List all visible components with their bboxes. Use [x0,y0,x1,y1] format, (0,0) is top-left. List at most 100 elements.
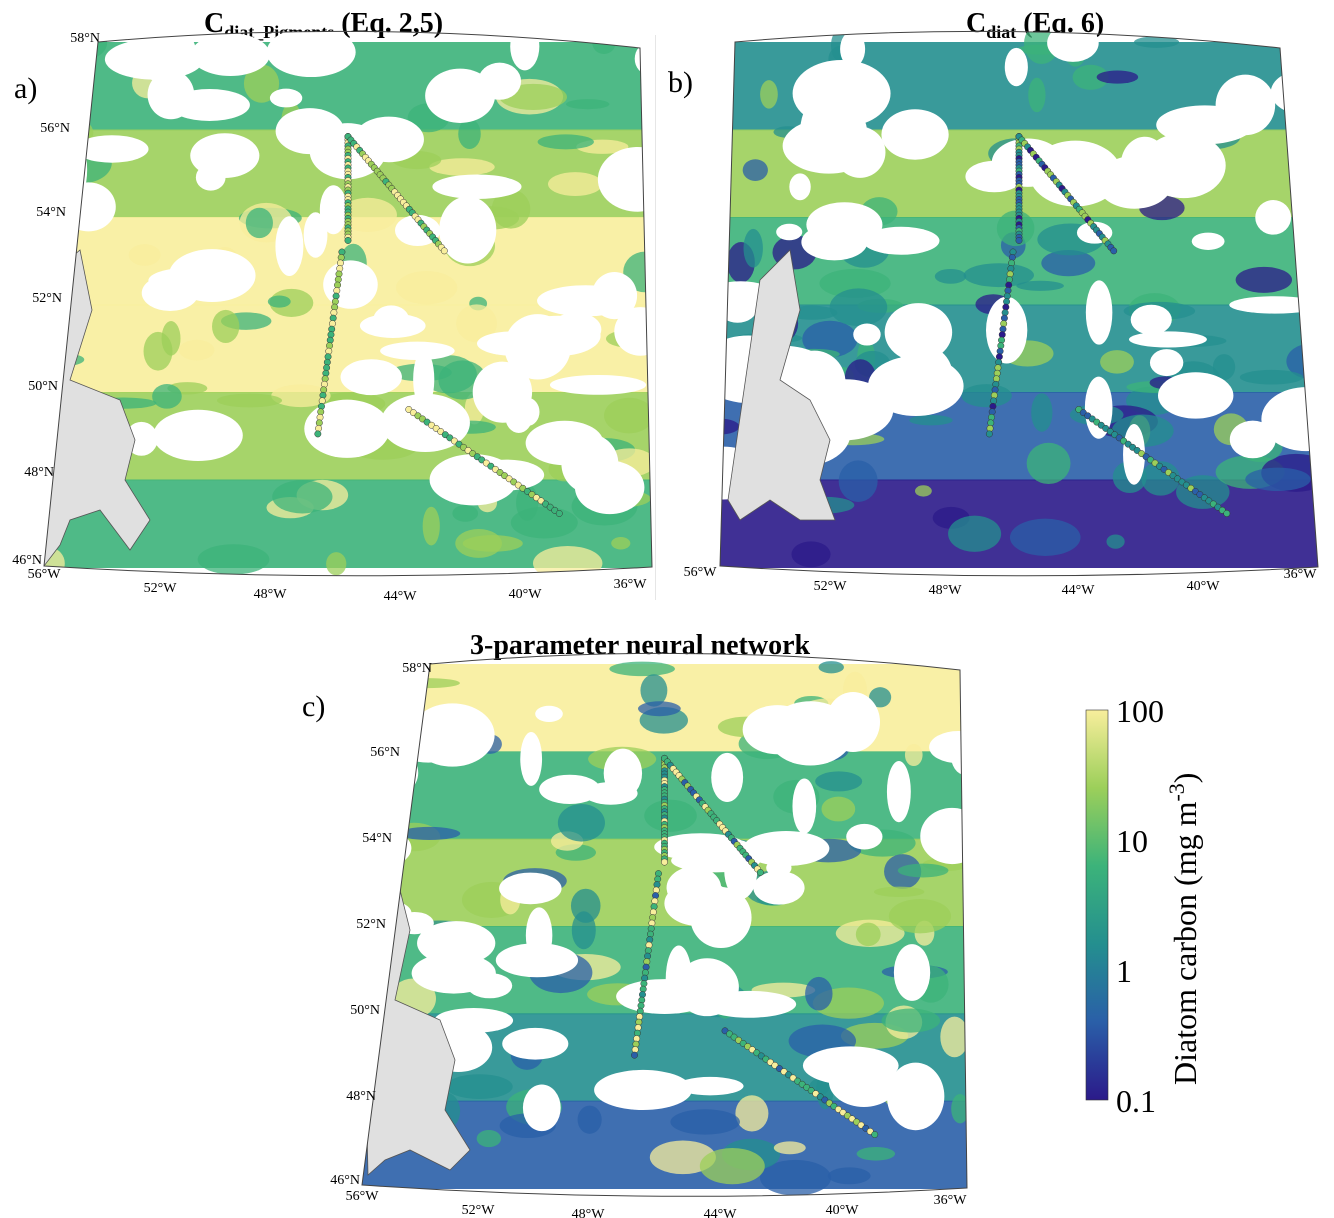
map-patch [338,197,397,232]
cloud-gap [950,732,967,775]
map-patch [773,1141,806,1155]
lon-label: 44°W [1062,583,1096,598]
map-patch [510,506,578,539]
map-patch [1031,393,1053,432]
land-mass [727,249,836,521]
panel-b-map: 56°W 52°W 48°W 44°W 40°W 36°W [684,30,1319,598]
map-patch [577,1105,602,1134]
cloud-gap [792,59,891,128]
panel-divider [655,35,656,600]
cloud-gap [432,174,522,199]
track-point [314,430,322,438]
cloud-gap [520,732,543,786]
map-patch [1026,442,1071,485]
map-patch [1100,350,1134,374]
lon-label: 44°W [384,589,418,604]
map-patch [743,228,763,268]
land-mass [44,249,151,568]
cloud-gap [401,742,456,763]
cloud-gap [1261,387,1318,452]
cloud-gap [303,212,328,258]
cloud-gap [886,761,911,823]
cloud-gap [502,1027,569,1060]
lat-label: 54°N [362,831,392,846]
colorbar-tick-100: 100 [1116,693,1164,729]
map-patch [44,348,60,383]
map-patch [326,552,347,576]
cloud-gap [505,401,533,433]
map-patch [670,1109,741,1135]
cloud-gap [751,717,776,747]
cloud-gap [1047,31,1099,62]
lon-label: 44°W [704,1207,738,1218]
panel-b-letter: b) [668,66,693,99]
lat-label: 50°N [28,379,58,394]
map-patch [271,384,331,408]
map-patch [818,661,844,674]
map-patch [1072,64,1109,90]
map-frame [43,30,653,577]
cloud-gap [525,907,553,964]
cloud-gap [654,833,748,861]
map-patch [735,1095,769,1132]
cloud-gap [792,778,817,834]
cloud-gap [603,748,643,798]
cloud-gap [840,31,866,68]
colorbar-title-text: Diatom carbon (mg m [1167,801,1203,1085]
map-patch [557,803,605,842]
map-patch [152,384,182,409]
lat-label: 52°N [32,291,62,306]
cloud-gap [413,349,435,409]
map-patch [571,911,596,950]
panel-a-map: 58°N 56°N 54°N 52°N 50°N 48°N 46°N56°W 52°W 48°W… [12,30,653,604]
cloud-gap [985,296,1028,364]
cloud-gap [664,880,734,927]
cloud-gap [802,1046,899,1085]
map-patch [963,263,1034,288]
colorbar-title-close: ) [1167,773,1203,784]
ship-track [985,133,1231,517]
cloud-gap [676,1076,744,1096]
cloud-gap [380,341,455,361]
cloud-gap [886,1062,945,1131]
cloud-gap [1191,232,1225,250]
lon-label: 48°W [254,587,288,602]
lon-label: 36°W [1284,567,1318,582]
track-point [1015,237,1023,244]
map-patch [604,397,652,434]
map-patch [699,1147,765,1185]
cloud-gap [478,62,522,100]
cloud-gap [535,705,563,722]
map-patch [827,1167,871,1185]
cloud-gap [195,164,226,191]
map-patch [422,506,440,546]
lon-label: 52°W [462,1203,496,1218]
map-patch [881,1008,941,1033]
panel-c-title-main: 3-parameter neural network [470,630,811,661]
lon-label: 40°W [826,1203,860,1218]
cloud-gap [1123,424,1145,485]
cloud-gap [266,31,356,78]
map-patch [855,922,881,947]
cloud-gap [862,226,940,255]
cloud-gap [476,331,548,356]
cloud-gap [1130,304,1172,335]
cloud-gap [806,202,883,248]
cloud-gap [846,823,883,850]
cloud-gap [304,399,390,458]
map-patch [742,159,768,181]
map-patch [1016,280,1064,291]
map-patch [243,64,280,103]
cloud-gap [920,807,967,865]
cloud-gap [499,872,562,905]
cloud-gap [1004,47,1028,87]
cloud-gap [1096,155,1173,209]
map-patch [897,863,949,878]
cloud-gap [394,214,441,247]
lon-label: 56°W [28,567,62,582]
track-point [631,1051,638,1059]
map-patch [456,304,497,343]
map-patch [838,460,878,502]
map-patch [934,268,967,284]
cloud-gap [411,952,496,994]
